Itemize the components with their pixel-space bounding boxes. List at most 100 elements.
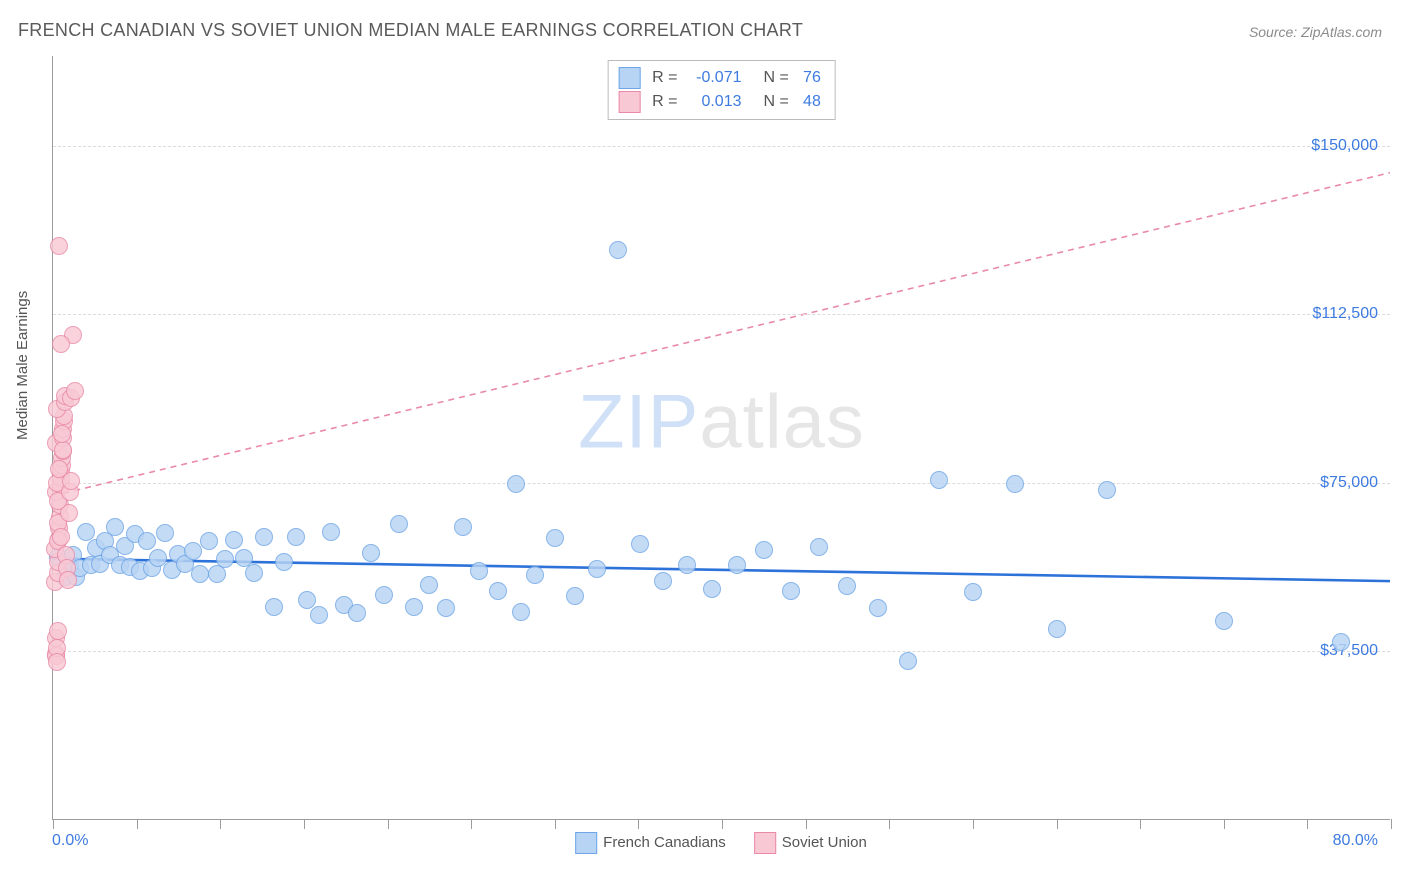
legend-swatch [618,91,640,113]
stats-n-value: 48 [795,90,821,114]
data-point [1332,633,1350,651]
data-point [310,606,328,624]
gridline [53,483,1390,484]
data-point [654,572,672,590]
x-tick [137,819,138,829]
stats-r-label: R = [652,90,677,114]
source-credit: Source: ZipAtlas.com [1249,24,1382,40]
legend-swatch [575,832,597,854]
plot-area: ZIPatlas R =-0.071N =76R =0.013N =48 $37… [52,56,1390,820]
data-point [53,425,71,443]
data-point [52,335,70,353]
data-point [287,528,305,546]
y-tick-label: $112,500 [1312,305,1378,323]
data-point [225,531,243,549]
x-tick [1057,819,1058,829]
x-tick [806,819,807,829]
x-tick [1224,819,1225,829]
legend-item: Soviet Union [754,832,867,854]
trend-lines [53,56,1390,819]
data-point [265,598,283,616]
data-point [489,582,507,600]
data-point [930,471,948,489]
data-point [156,524,174,542]
data-point [362,544,380,562]
stats-legend-box: R =-0.071N =76R = 0.013 N =48 [607,60,836,120]
gridline [53,314,1390,315]
data-point [609,241,627,259]
x-tick [388,819,389,829]
x-tick [1307,819,1308,829]
data-point [546,529,564,547]
legend-swatch [618,67,640,89]
x-tick [973,819,974,829]
series-legend: French Canadians Soviet Union [575,832,867,854]
data-point [200,532,218,550]
legend-label: French Canadians [603,834,726,851]
data-point [191,565,209,583]
data-point [50,237,68,255]
data-point [899,652,917,670]
stats-row: R = 0.013 N =48 [618,90,821,114]
data-point [512,603,530,621]
data-point [1048,620,1066,638]
data-point [678,556,696,574]
data-point [437,599,455,617]
data-point [322,523,340,541]
x-tick [638,819,639,829]
stats-r-value: 0.013 [684,90,742,114]
data-point [728,556,746,574]
data-point [245,564,263,582]
x-tick [1391,819,1392,829]
data-point [869,599,887,617]
data-point [50,460,68,478]
legend-item: French Canadians [575,832,726,854]
data-point [216,550,234,568]
stats-n-value: 76 [795,66,821,90]
data-point [1006,475,1024,493]
x-tick [53,819,54,829]
watermark-atlas: atlas [699,380,865,465]
stats-n-label: N = [764,90,789,114]
x-tick [1140,819,1141,829]
data-point [755,541,773,559]
gridline [53,651,1390,652]
x-tick [555,819,556,829]
watermark-zip: ZIP [578,380,699,465]
data-point [106,518,124,536]
x-axis-min-label: 0.0% [52,832,88,850]
data-point [49,622,67,640]
legend-swatch [754,832,776,854]
data-point [390,515,408,533]
data-point [420,576,438,594]
x-tick [304,819,305,829]
stats-row: R =-0.071N =76 [618,66,821,90]
data-point [255,528,273,546]
data-point [470,562,488,580]
data-point [454,518,472,536]
gridline [53,146,1390,147]
data-point [526,566,544,584]
data-point [838,577,856,595]
trend-line [53,173,1390,496]
x-axis-row: 0.0% French CanadiansSoviet Union 80.0% [52,832,1390,858]
data-point [1098,481,1116,499]
data-point [348,604,366,622]
stats-r-label: R = [652,66,677,90]
data-point [566,587,584,605]
data-point [588,560,606,578]
data-point [52,528,70,546]
data-point [66,382,84,400]
data-point [54,441,72,459]
data-point [375,586,393,604]
chart-title: FRENCH CANADIAN VS SOVIET UNION MEDIAN M… [18,20,803,41]
data-point [964,583,982,601]
x-tick [722,819,723,829]
watermark: ZIPatlas [578,379,865,466]
y-axis-label: Median Male Earnings [14,291,31,440]
legend-label: Soviet Union [782,834,867,851]
stats-n-label: N = [764,66,789,90]
y-tick-label: $150,000 [1311,137,1378,155]
data-point [810,538,828,556]
y-tick-label: $75,000 [1320,474,1378,492]
